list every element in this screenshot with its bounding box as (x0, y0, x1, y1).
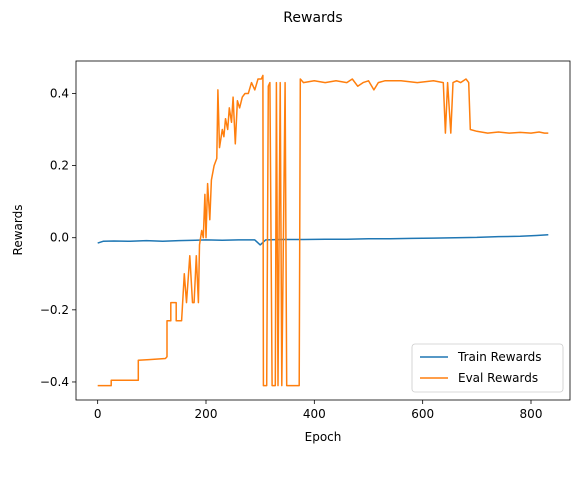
legend: Train Rewards Eval Rewards (412, 344, 563, 392)
y-tick-label: −0.2 (40, 303, 69, 317)
legend-label-eval-rewards: Eval Rewards (458, 371, 538, 385)
series-line-train-rewards (98, 235, 549, 245)
y-axis: −0.4 −0.2 0.0 0.2 0.4 (40, 86, 76, 389)
x-tick-label: 400 (303, 407, 326, 421)
y-tick-label: 0.0 (50, 231, 69, 245)
y-tick-label: 0.2 (50, 159, 69, 173)
x-tick-label: 200 (195, 407, 218, 421)
x-tick-label: 600 (411, 407, 434, 421)
x-tick-label: 800 (520, 407, 543, 421)
chart-title: Rewards (283, 10, 342, 26)
y-tick-label: 0.4 (50, 86, 69, 100)
x-axis: 0 200 400 600 800 (94, 400, 543, 421)
plot-lines (98, 75, 549, 385)
legend-label-train-rewards: Train Rewards (457, 350, 542, 364)
y-axis-label: Rewards (11, 205, 25, 256)
x-axis-label: Epoch (305, 430, 342, 444)
x-tick-label: 0 (94, 407, 102, 421)
series-line-eval-rewards (98, 75, 549, 385)
y-tick-label: −0.4 (40, 375, 69, 389)
